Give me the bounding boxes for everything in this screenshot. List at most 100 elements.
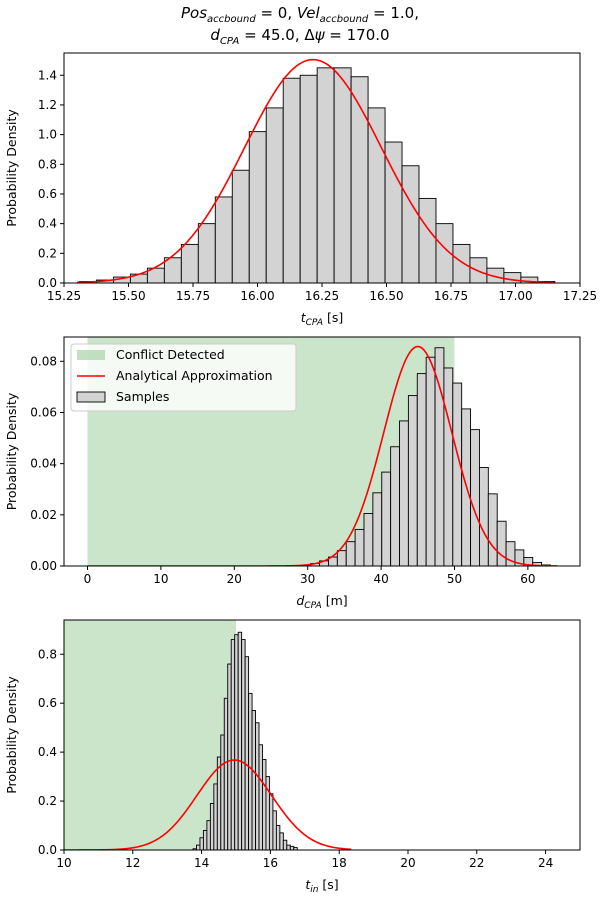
histogram-bar [282, 839, 288, 850]
histogram-bar [372, 492, 383, 566]
x-tick-label: 10 [153, 572, 168, 586]
x-tick-label: 15.75 [176, 289, 210, 303]
histogram-bar [268, 793, 274, 850]
histogram-bar [251, 710, 256, 850]
histogram-bar [197, 223, 216, 283]
histogram-bar [399, 420, 409, 566]
x-axis-label: dCPA [m] [296, 593, 347, 611]
histogram-bar [237, 631, 243, 850]
analytical-curve [87, 345, 558, 566]
analytical-curve [76, 58, 555, 283]
y-tick-label: 0.02 [30, 508, 57, 522]
histogram-bar [381, 471, 392, 566]
conflict-detected-region [64, 620, 236, 850]
y-axis-label: Probability Density [4, 109, 19, 227]
x-tick-label: 17.00 [498, 289, 532, 303]
histogram-bar [234, 634, 239, 850]
y-axis-label: Probability Density [4, 676, 19, 794]
histogram-bar [241, 639, 246, 850]
histogram-bar [220, 734, 225, 850]
x-tick-label: 30 [300, 572, 315, 586]
histogram-bar [299, 74, 318, 283]
histogram-bar [384, 141, 403, 283]
x-tick-label: 10 [56, 856, 71, 870]
y-tick-label: 0.00 [30, 559, 57, 573]
x-tick-label: 12 [125, 856, 140, 870]
y-tick-label: 1.4 [38, 68, 57, 82]
histogram-bar [282, 77, 301, 283]
histogram-bar [470, 429, 480, 566]
x-tick-label: 15.50 [111, 289, 145, 303]
y-tick-label: 0.8 [38, 157, 57, 171]
histogram-bar [255, 722, 260, 850]
histogram-bar [333, 67, 352, 283]
histogram-bar [275, 825, 281, 850]
y-tick-label: 0.2 [38, 794, 57, 808]
y-tick-label: 0.4 [38, 217, 57, 231]
histogram-bar [231, 169, 250, 283]
x-tick-label: 0 [84, 572, 92, 586]
histogram-bar [206, 820, 211, 850]
histogram-bar [202, 829, 208, 850]
legend-box [70, 343, 297, 412]
histogram-bar [354, 528, 365, 566]
histogram-bar [367, 107, 386, 283]
histogram-bar [196, 844, 201, 850]
legend-conflict-swatch [77, 350, 105, 360]
x-axis-label: tin [s] [305, 877, 338, 895]
histogram-bar [336, 550, 347, 566]
histogram-bar [248, 692, 253, 850]
x-tick-label: 16.50 [369, 289, 403, 303]
histogram-bar [230, 639, 236, 850]
x-tick-label: 60 [520, 572, 535, 586]
histogram-bar [443, 367, 454, 566]
histogram-bar [345, 541, 356, 566]
histogram-bar [496, 520, 507, 566]
histogram-bar [286, 844, 291, 850]
histogram-bar [316, 67, 335, 283]
histogram-bar [209, 803, 215, 850]
histogram-bar [425, 356, 436, 566]
subplots: 15.25 15.50 15.75 16.00 16.25 16.50 16.75 17.00… [4, 52, 597, 895]
x-tick-label: 17.25 [563, 289, 597, 303]
legend-entry-label: Conflict Detected [116, 347, 225, 362]
y-tick-label: 0.4 [38, 745, 57, 759]
histogram-bar [199, 837, 204, 850]
histogram-bar [223, 697, 229, 850]
x-tick-label: 40 [373, 572, 388, 586]
figure-title-line1: Posaccbound = 0, Velaccbound = 1.0, [181, 4, 419, 25]
subplot-1: 15.25 15.50 15.75 16.00 16.25 16.50 16.75 17.00… [4, 52, 597, 328]
plot-area [64, 620, 352, 850]
histogram-bar [272, 810, 277, 850]
legend: Conflict Detected Analytical Approximatio… [70, 343, 297, 412]
plot-area [76, 58, 556, 283]
legend-samples-swatch [76, 391, 106, 403]
y-tick-label: 1.0 [38, 128, 57, 142]
histogram-bar [227, 663, 232, 850]
x-tick-label: 20 [227, 572, 242, 586]
histogram-bar [216, 756, 222, 850]
histogram-bar [407, 395, 418, 566]
histogram-bar [390, 446, 400, 566]
x-tick-label: 16.75 [434, 289, 468, 303]
histogram-bar [452, 243, 471, 283]
x-tick-label: 24 [538, 856, 553, 870]
histogram-bar [258, 744, 263, 850]
x-tick-label: 16.00 [240, 289, 274, 303]
y-tick-label: 0.0 [38, 276, 57, 290]
histogram-bar [244, 656, 250, 850]
histogram-bar [214, 196, 233, 283]
x-axis-label: tCPA [s] [301, 310, 344, 328]
figure-title: Posaccbound = 0, Velaccbound = 1.0, dCPA… [181, 4, 419, 47]
x-tick-label: 16.25 [305, 289, 339, 303]
x-tick-label: 14 [194, 856, 209, 870]
subplot-3: 10 12 14 16 18 20 22 24 0.0 0.2 0.4 0.6 0.8 tin [s] Pr… [4, 619, 581, 895]
histogram-bar [248, 131, 267, 283]
legend-entry-label: Analytical Approximation [116, 368, 273, 383]
histogram-bar [401, 165, 420, 283]
histogram-bar [279, 832, 284, 850]
x-tick-label: 18 [332, 856, 347, 870]
histogram-bar [265, 107, 284, 283]
y-tick-label: 0.2 [38, 246, 57, 260]
